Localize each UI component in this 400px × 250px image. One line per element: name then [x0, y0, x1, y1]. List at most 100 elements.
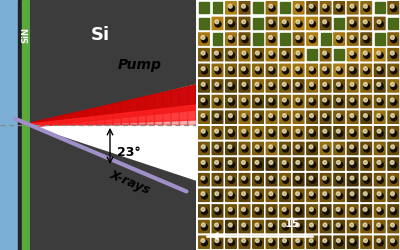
FancyBboxPatch shape	[253, 48, 263, 61]
Circle shape	[269, 208, 273, 211]
FancyBboxPatch shape	[388, 205, 398, 217]
FancyBboxPatch shape	[361, 33, 372, 45]
Circle shape	[390, 223, 394, 227]
Circle shape	[309, 98, 313, 102]
Circle shape	[202, 68, 208, 74]
Circle shape	[391, 115, 397, 121]
Circle shape	[202, 177, 208, 183]
Circle shape	[201, 239, 205, 242]
Circle shape	[390, 98, 394, 102]
Circle shape	[215, 52, 221, 58]
Circle shape	[350, 68, 356, 74]
Circle shape	[310, 192, 313, 196]
Circle shape	[228, 240, 234, 246]
Circle shape	[310, 240, 316, 246]
Polygon shape	[72, 113, 80, 125]
Circle shape	[391, 145, 394, 149]
Circle shape	[269, 193, 275, 199]
FancyBboxPatch shape	[293, 236, 304, 248]
Circle shape	[377, 51, 381, 55]
Circle shape	[255, 114, 259, 117]
Circle shape	[364, 114, 367, 117]
FancyBboxPatch shape	[361, 127, 372, 139]
Circle shape	[377, 240, 383, 246]
Circle shape	[336, 129, 340, 133]
Circle shape	[269, 162, 275, 168]
FancyBboxPatch shape	[307, 189, 318, 202]
Circle shape	[242, 115, 248, 121]
FancyBboxPatch shape	[199, 111, 209, 123]
Circle shape	[228, 208, 234, 214]
FancyBboxPatch shape	[361, 17, 372, 29]
FancyBboxPatch shape	[388, 64, 398, 76]
FancyBboxPatch shape	[347, 174, 358, 186]
Circle shape	[377, 208, 381, 211]
Circle shape	[228, 21, 234, 27]
Circle shape	[323, 129, 327, 133]
FancyBboxPatch shape	[212, 220, 223, 233]
FancyBboxPatch shape	[361, 142, 372, 154]
Circle shape	[269, 6, 275, 12]
Circle shape	[242, 208, 245, 211]
Polygon shape	[171, 89, 179, 125]
Circle shape	[310, 208, 313, 211]
Bar	[213, 34, 222, 45]
Circle shape	[391, 240, 397, 246]
Circle shape	[242, 99, 248, 105]
Circle shape	[256, 145, 259, 149]
Circle shape	[296, 51, 300, 55]
FancyBboxPatch shape	[347, 33, 358, 45]
Circle shape	[269, 21, 275, 27]
Circle shape	[323, 223, 327, 227]
FancyBboxPatch shape	[334, 174, 344, 186]
FancyBboxPatch shape	[307, 142, 318, 154]
Circle shape	[337, 99, 343, 105]
Circle shape	[350, 208, 354, 211]
Circle shape	[256, 224, 262, 230]
FancyBboxPatch shape	[280, 17, 290, 29]
Circle shape	[202, 145, 205, 149]
FancyBboxPatch shape	[253, 158, 263, 170]
Polygon shape	[146, 95, 154, 125]
FancyBboxPatch shape	[253, 205, 263, 217]
FancyBboxPatch shape	[239, 111, 250, 123]
Circle shape	[310, 82, 314, 86]
Circle shape	[337, 68, 343, 74]
Circle shape	[215, 20, 219, 24]
Circle shape	[323, 130, 329, 136]
Circle shape	[377, 20, 381, 24]
Circle shape	[323, 208, 326, 211]
FancyBboxPatch shape	[253, 174, 263, 186]
Circle shape	[242, 36, 246, 40]
Circle shape	[363, 223, 367, 227]
FancyBboxPatch shape	[361, 205, 372, 217]
Circle shape	[323, 160, 327, 164]
Circle shape	[282, 176, 286, 180]
Circle shape	[283, 114, 286, 117]
Circle shape	[215, 115, 221, 121]
Circle shape	[364, 52, 370, 58]
FancyBboxPatch shape	[199, 205, 209, 217]
Circle shape	[363, 208, 367, 211]
Circle shape	[336, 4, 340, 8]
Circle shape	[269, 129, 273, 133]
Circle shape	[296, 223, 300, 227]
FancyBboxPatch shape	[280, 80, 290, 92]
FancyBboxPatch shape	[361, 220, 372, 233]
Circle shape	[215, 176, 219, 180]
Circle shape	[323, 20, 326, 24]
Circle shape	[242, 20, 246, 24]
Polygon shape	[154, 93, 163, 125]
Circle shape	[350, 145, 354, 149]
Circle shape	[282, 160, 286, 164]
Circle shape	[377, 176, 381, 180]
Circle shape	[215, 146, 221, 152]
Circle shape	[269, 160, 273, 164]
Bar	[0, 0, 18, 250]
Circle shape	[337, 240, 343, 246]
Circle shape	[323, 208, 329, 214]
FancyBboxPatch shape	[199, 174, 209, 186]
Circle shape	[391, 208, 394, 211]
Circle shape	[377, 99, 383, 105]
Circle shape	[323, 99, 329, 105]
